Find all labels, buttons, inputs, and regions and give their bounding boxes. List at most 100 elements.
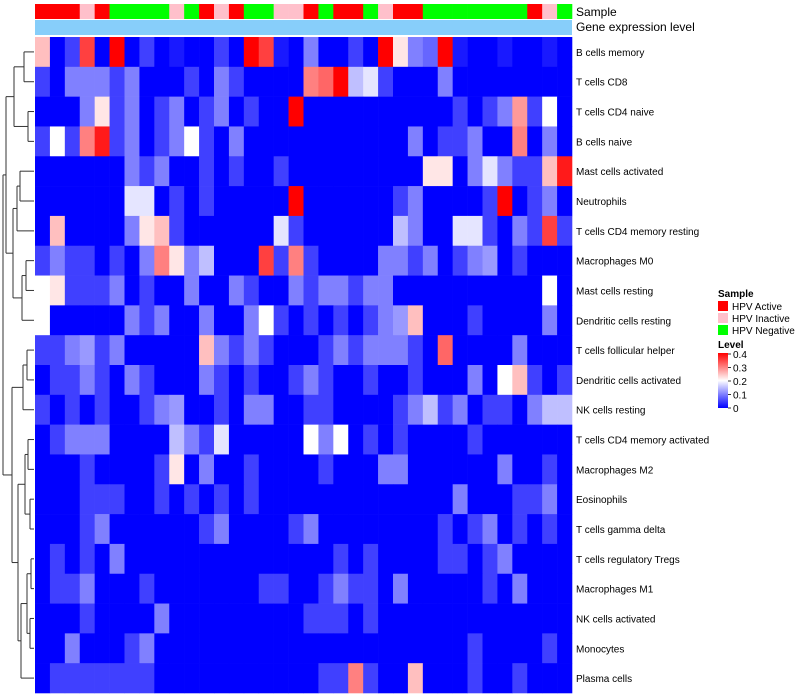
heatmap-cell: [557, 663, 573, 694]
heatmap-cell: [154, 275, 170, 306]
heatmap-cell: [497, 245, 513, 276]
heatmap-cell: [184, 543, 200, 575]
heatmap-cell: [154, 335, 170, 366]
sample-annotation-cell: [35, 4, 51, 19]
heatmap-cell: [512, 454, 528, 485]
sample-annotation-cell: [169, 4, 185, 19]
heatmap-cell: [497, 454, 513, 485]
heatmap-cell: [512, 66, 528, 97]
heatmap-cell: [49, 633, 66, 664]
heatmap-cell: [318, 275, 334, 306]
heatmap-cell: [497, 424, 513, 455]
heatmap-cell: [378, 603, 394, 634]
heatmap-cell: [363, 37, 379, 68]
heatmap-cell: [169, 275, 185, 306]
heatmap-cell: [422, 514, 439, 545]
heatmap-cell: [154, 484, 170, 515]
heatmap-cell: [169, 126, 185, 157]
heatmap-cell: [467, 603, 483, 634]
heatmap-cell: [258, 365, 274, 396]
heatmap-cell: [79, 663, 95, 694]
heatmap-cell: [243, 96, 260, 127]
heatmap-cell: [437, 245, 453, 276]
heatmap-cell: [422, 424, 439, 455]
heatmap-cell: [273, 305, 289, 336]
heatmap-cell: [199, 663, 215, 694]
heatmap-cell: [437, 603, 453, 634]
heatmap-cell: [94, 126, 110, 157]
heatmap-cell: [79, 305, 95, 336]
heatmap-cell: [437, 365, 453, 396]
sample-annotation-cell: [407, 4, 424, 19]
heatmap-cell: [79, 514, 95, 545]
heatmap-cell: [557, 245, 573, 276]
heatmap-cell: [288, 275, 304, 306]
heatmap-cell: [407, 245, 424, 276]
heatmap-cell: [199, 215, 215, 247]
heatmap-cell: [109, 275, 125, 306]
heatmap-cell: [333, 633, 349, 664]
heatmap-cell: [184, 96, 200, 127]
row-label: T cells CD4 naive: [576, 108, 655, 119]
heatmap-cell: [273, 245, 289, 276]
heatmap-cell: [407, 454, 424, 485]
heatmap-cell: [467, 424, 483, 455]
heatmap-cell: [258, 96, 274, 127]
sample-annotation-cell: [422, 4, 439, 19]
heatmap-cell: [333, 365, 349, 396]
heatmap-cell: [363, 126, 379, 157]
heatmap-cell: [303, 156, 319, 187]
heatmap-cell: [348, 514, 364, 545]
heatmap-cell: [139, 603, 155, 634]
heatmap-cell: [393, 424, 409, 455]
row-labels: B cells memory T cells CD8 T cells CD4 nai…: [576, 48, 709, 685]
heatmap-cell: [407, 156, 424, 187]
heatmap-cell: [124, 156, 140, 187]
heatmap-cell: [393, 37, 409, 68]
heatmap-cell: [378, 365, 394, 396]
heatmap-cell: [482, 156, 498, 187]
heatmap-cell: [214, 215, 230, 247]
heatmap-cell: [467, 66, 483, 97]
heatmap-cell: [94, 365, 110, 396]
heatmap-cell: [482, 484, 498, 515]
row-label: NK cells resting: [576, 406, 645, 417]
heatmap-cell: [437, 215, 453, 247]
heatmap-cell: [333, 305, 349, 336]
heatmap-cell: [184, 484, 200, 515]
heatmap-cell: [303, 394, 319, 425]
heatmap-cell: [303, 215, 319, 247]
heatmap-cell: [288, 543, 304, 575]
heatmap-cell: [557, 394, 573, 425]
sample-annotation-cell: [228, 4, 245, 19]
heatmap-cell: [184, 275, 200, 306]
heatmap-cell: [527, 126, 543, 157]
heatmap-cell: [94, 66, 110, 97]
heatmap-cell: [94, 275, 110, 306]
heatmap-cell: [393, 543, 409, 575]
heatmap-cell: [109, 126, 125, 157]
heatmap-cell: [348, 275, 364, 306]
heatmap-cell: [497, 96, 513, 127]
heatmap-cell: [94, 335, 110, 366]
heatmap-cell: [542, 573, 558, 604]
heatmap-cell: [273, 394, 289, 425]
heatmap-cell: [169, 245, 185, 276]
heatmap-cell: [214, 424, 230, 455]
heatmap-cell: [199, 543, 215, 575]
heatmap-cell: [348, 633, 364, 664]
row-label: Macrophages M2: [576, 465, 654, 476]
heatmap-cell: [258, 156, 274, 187]
heatmap-cell: [49, 514, 66, 545]
heatmap-cell: [452, 424, 468, 455]
sample-annotation-cell: [258, 4, 274, 19]
heatmap-cell: [482, 663, 498, 694]
heatmap-cell: [333, 394, 349, 425]
heatmap-cell: [512, 484, 528, 515]
heatmap-cell: [64, 484, 81, 515]
heatmap-cell: [94, 156, 110, 187]
heatmap-cell: [94, 424, 110, 455]
heatmap-cell: [288, 215, 304, 247]
heatmap-cell: [199, 454, 215, 485]
heatmap-cell: [497, 275, 513, 306]
